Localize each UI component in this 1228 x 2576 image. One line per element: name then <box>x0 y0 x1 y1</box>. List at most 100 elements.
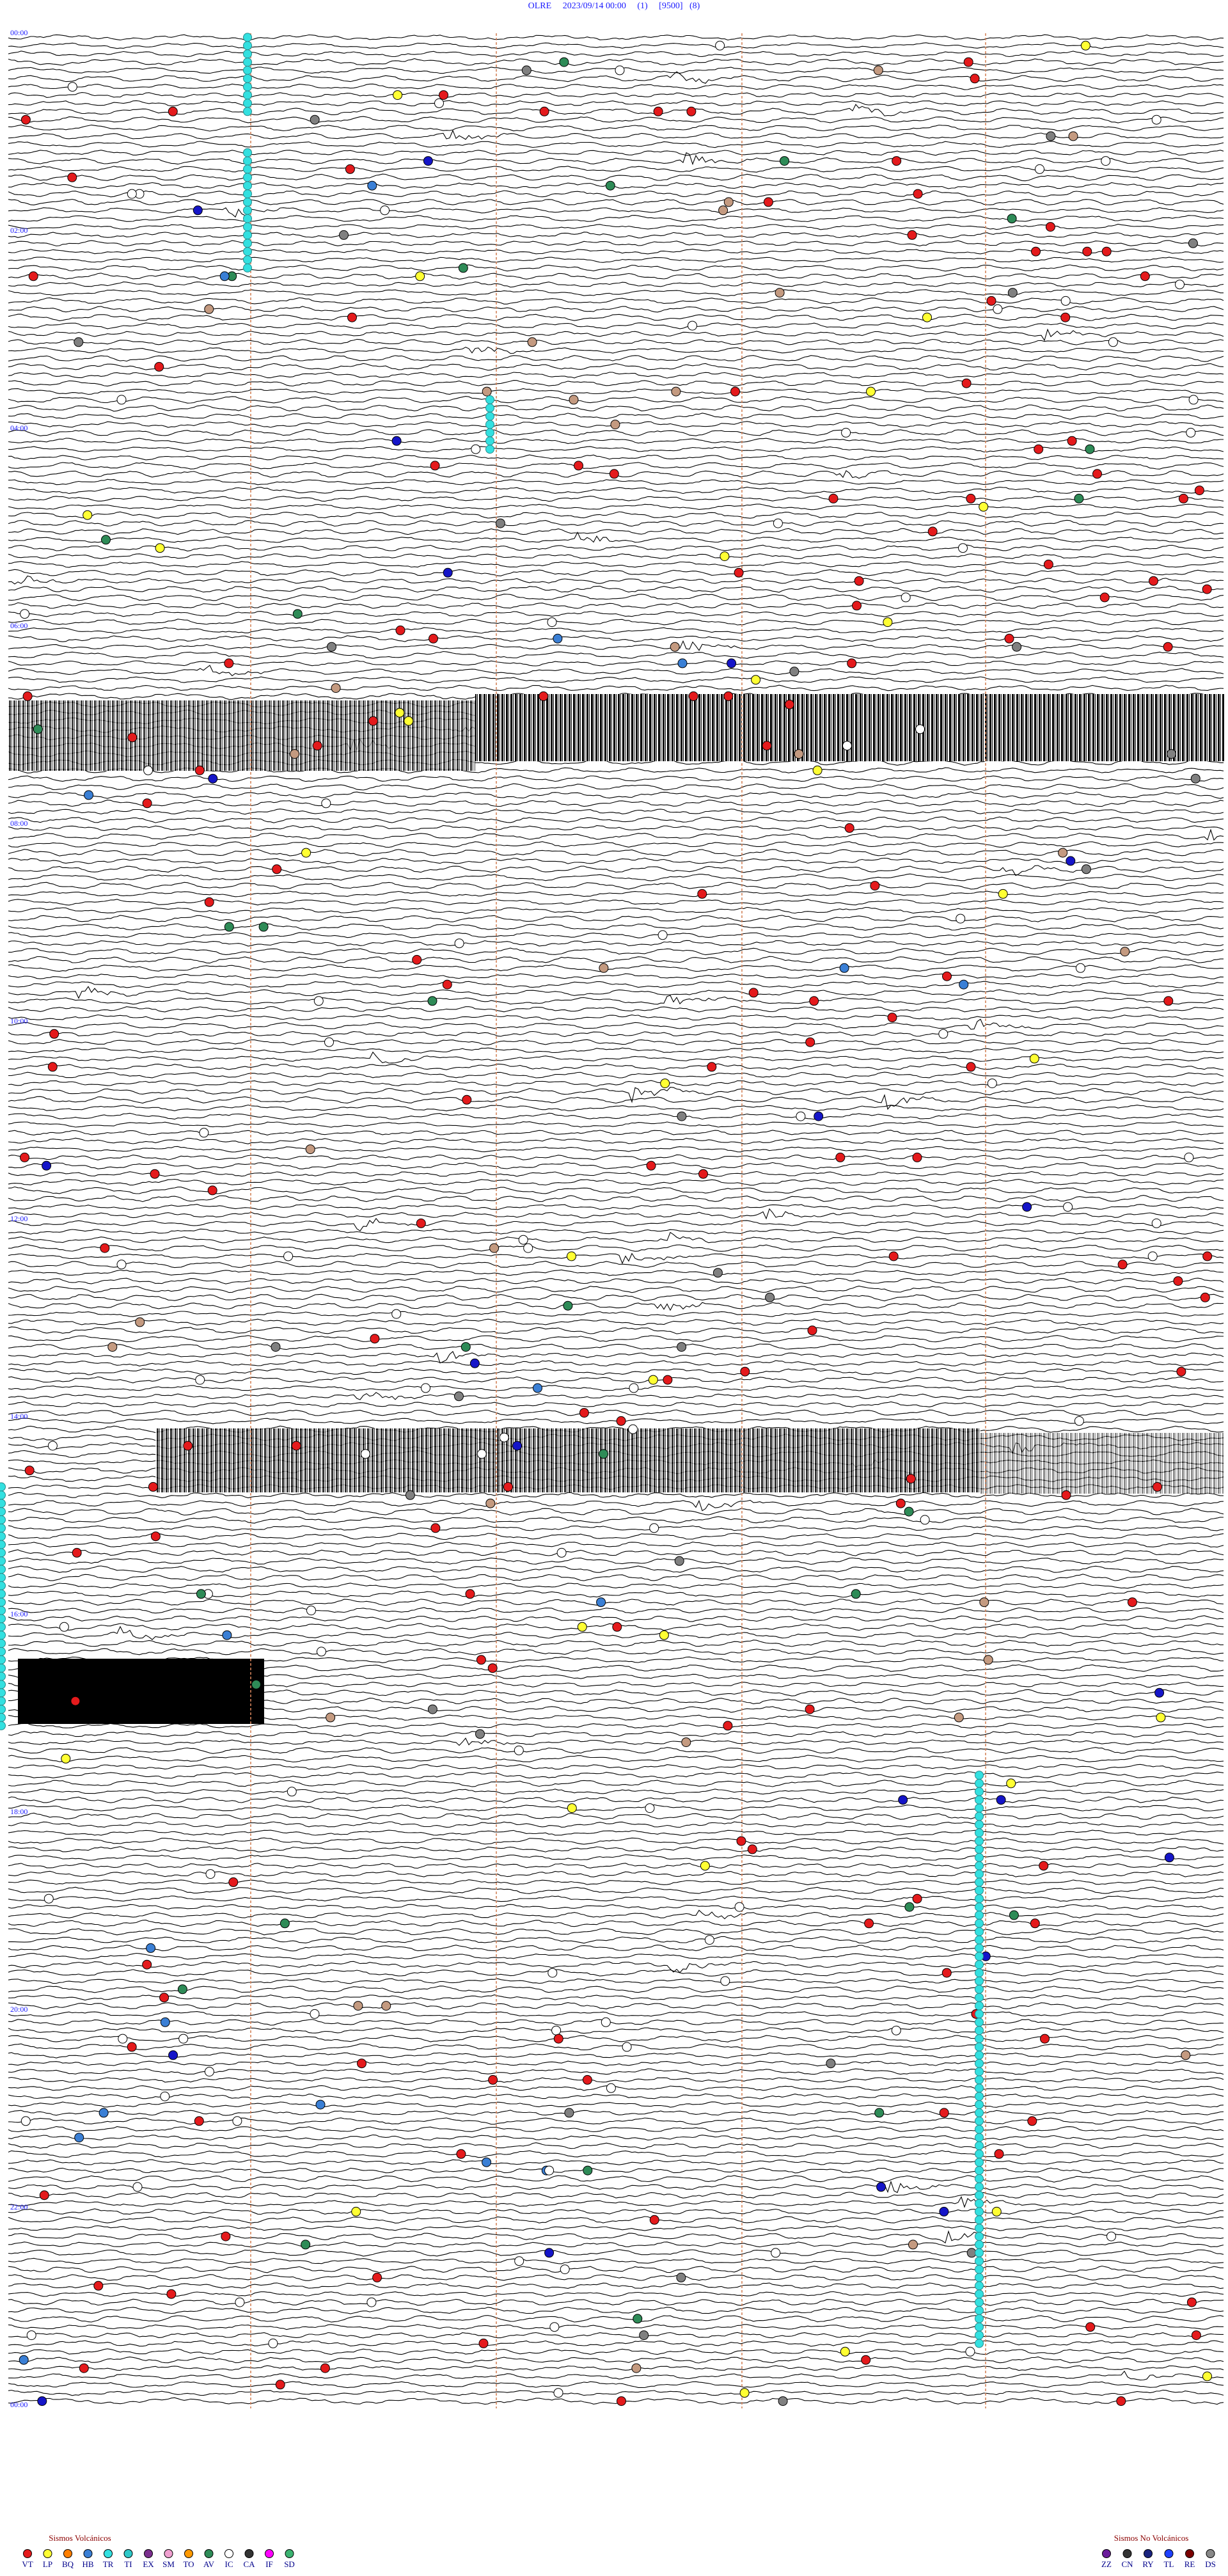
event-marker <box>469 1358 480 1368</box>
event-marker <box>1202 2371 1212 2382</box>
event-marker <box>142 1959 152 1970</box>
event-marker <box>547 617 557 628</box>
event-marker <box>975 2330 984 2340</box>
trace <box>8 676 1224 684</box>
trace <box>8 575 1224 585</box>
event-marker <box>127 732 138 743</box>
event-marker <box>674 1556 684 1566</box>
event-marker <box>975 1861 984 1870</box>
event-marker <box>339 230 349 240</box>
trace <box>8 1039 1224 1046</box>
event-marker <box>243 197 252 207</box>
event-marker <box>1034 444 1044 454</box>
event-marker <box>723 691 734 701</box>
trace <box>8 1335 1224 1343</box>
event-marker <box>476 1449 487 1459</box>
trace <box>8 1764 1224 1770</box>
trace <box>8 429 1224 437</box>
event-marker <box>0 1499 6 1508</box>
event-marker <box>0 1622 6 1632</box>
event-marker <box>975 1771 984 1780</box>
event-marker <box>622 2042 632 2052</box>
trace <box>8 2060 1224 2067</box>
event-marker <box>975 2273 984 2282</box>
event-marker <box>518 1235 528 1245</box>
event-marker <box>1106 2231 1116 2241</box>
event-marker <box>963 57 973 67</box>
event-marker <box>1066 856 1076 866</box>
event-marker <box>0 1556 6 1566</box>
event-marker <box>476 1655 486 1665</box>
event-marker <box>649 1523 659 1533</box>
event-marker <box>485 420 494 429</box>
event-marker <box>205 1869 216 1879</box>
event-marker <box>224 658 234 668</box>
event-marker <box>243 239 252 248</box>
event-marker <box>906 1474 916 1484</box>
event-marker <box>456 2149 466 2159</box>
trace <box>8 1217 1224 1231</box>
event-marker <box>243 247 252 257</box>
event-marker <box>22 691 33 701</box>
event-marker <box>975 2166 984 2176</box>
event-marker <box>663 1375 673 1385</box>
event-marker <box>0 1507 6 1517</box>
event-marker <box>987 1079 997 1089</box>
event-marker <box>116 1260 127 1270</box>
event-marker <box>168 2050 178 2060</box>
event-marker <box>677 1111 687 1121</box>
event-marker <box>553 2034 563 2044</box>
trace <box>8 1599 1224 1606</box>
event-marker <box>345 164 355 174</box>
trace <box>8 306 1224 313</box>
event-marker <box>42 1160 52 1171</box>
event-marker <box>979 1597 989 1608</box>
event-marker <box>975 2322 984 2332</box>
trace <box>8 956 1224 964</box>
event-marker <box>780 156 789 166</box>
trace <box>8 1112 1224 1120</box>
trace <box>8 1376 1224 1384</box>
trace <box>8 828 1224 841</box>
event-marker <box>427 1704 437 1714</box>
event-marker <box>232 2116 242 2126</box>
trace <box>8 355 1224 362</box>
trace <box>8 2241 1224 2248</box>
event-marker <box>1173 1276 1183 1286</box>
trace <box>8 947 1224 956</box>
trace <box>8 2225 1224 2231</box>
trace <box>8 1186 1224 1194</box>
event-marker <box>475 1729 485 1739</box>
trace <box>8 2110 1224 2116</box>
trace <box>8 1812 1224 1820</box>
event-marker <box>20 115 31 125</box>
event-marker <box>290 749 300 759</box>
event-marker <box>1151 115 1161 125</box>
trace <box>8 51 1224 58</box>
event-marker <box>485 403 494 413</box>
event-marker <box>283 1251 294 1261</box>
event-marker <box>778 2396 788 2406</box>
event-marker <box>168 106 178 116</box>
trace <box>8 1730 1224 1737</box>
event-marker <box>556 1547 567 1558</box>
trace <box>8 1920 1224 1927</box>
event-marker <box>0 1490 6 1500</box>
event-marker <box>653 106 663 116</box>
event-marker <box>895 1498 906 1508</box>
event-marker <box>975 2298 984 2307</box>
event-marker <box>243 214 252 223</box>
trace <box>8 92 1224 98</box>
event-marker <box>734 567 744 578</box>
legend-code: CN <box>1121 2559 1133 2569</box>
time-label: 02:00 <box>10 226 28 235</box>
event-marker <box>243 33 252 42</box>
trace <box>8 116 1224 123</box>
event-marker <box>412 954 422 965</box>
event-marker <box>465 1589 475 1599</box>
trace <box>8 100 1224 107</box>
event-marker <box>704 1935 714 1945</box>
event-marker <box>527 337 537 347</box>
event-marker <box>913 189 923 199</box>
